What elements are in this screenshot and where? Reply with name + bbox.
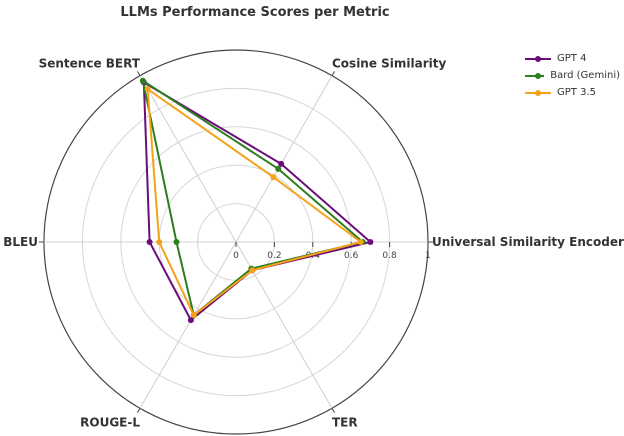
- axis-spoke: [235, 75, 333, 243]
- axis-labels: Universal Similarity Encoder Cosine Simil…: [3, 57, 624, 430]
- legend-item[interactable]: GPT 4: [525, 50, 620, 67]
- series-point: [144, 86, 151, 93]
- legend-label: Bard (Gemini): [550, 70, 620, 81]
- legend: GPT 4 Bard (Gemini) GPT 3.5: [525, 50, 620, 101]
- radial-tick-label: 1: [425, 251, 431, 261]
- series-point: [156, 239, 163, 245]
- series-line: [142, 81, 372, 322]
- radar-grid: 0 0.2 0.4 0.6 0.8 1: [39, 49, 433, 435]
- axis-label: Sentence BERT: [39, 57, 141, 71]
- series-point: [190, 312, 197, 319]
- axis-label: BLEU: [3, 235, 38, 249]
- axis-tick: [331, 408, 335, 413]
- series-point: [146, 239, 153, 245]
- legend-swatch: [525, 71, 545, 81]
- legend-swatch: [525, 54, 551, 64]
- chart-title: LLMs Performance Scores per Metric: [120, 5, 389, 20]
- series-point: [139, 77, 146, 84]
- legend-label: GPT 4: [557, 53, 587, 64]
- series-group: [139, 77, 374, 324]
- axis-label: TER: [332, 415, 358, 429]
- legend-label: GPT 3.5: [557, 87, 596, 98]
- series-line: [146, 88, 362, 317]
- axis-label: Cosine Similarity: [332, 57, 447, 71]
- axis-label: Universal Similarity Encoder: [432, 235, 624, 249]
- axis-tick: [137, 408, 141, 413]
- axis-label: ROUGE-L: [80, 415, 140, 429]
- radial-tick-label: 0.8: [382, 251, 397, 261]
- series-line: [141, 79, 364, 317]
- series-point: [270, 174, 277, 181]
- series-point: [275, 165, 282, 172]
- legend-swatch: [525, 88, 551, 98]
- series-point: [187, 317, 194, 324]
- series-point: [357, 239, 364, 245]
- legend-item[interactable]: Bard (Gemini): [525, 67, 620, 84]
- series-point: [367, 239, 374, 245]
- axis-tick: [331, 71, 335, 76]
- series-point: [249, 267, 256, 274]
- series-point: [173, 239, 180, 245]
- series-point: [278, 160, 285, 167]
- radial-tick-label: 0.6: [344, 251, 359, 261]
- axis-spoke: [139, 75, 237, 243]
- radial-tick-label: 0: [233, 251, 239, 261]
- axis-spoke: [139, 241, 237, 409]
- radial-tick-label: 0.2: [267, 251, 281, 261]
- legend-item[interactable]: GPT 3.5: [525, 84, 620, 101]
- axis-tick: [137, 71, 141, 76]
